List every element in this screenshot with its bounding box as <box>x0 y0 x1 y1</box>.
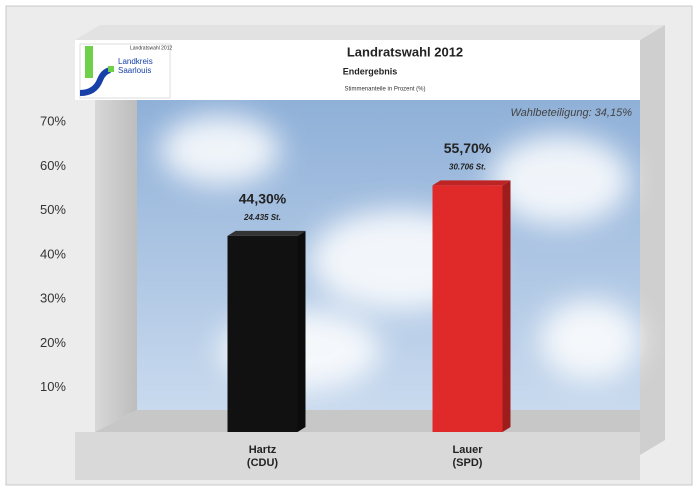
annotation: Wahlbeteiligung: 34,15% <box>511 107 633 119</box>
bar-top <box>228 231 306 236</box>
bar <box>228 236 298 432</box>
logo-text: Landratswahl 2012 <box>130 45 172 51</box>
vote-label: 24.435 St. <box>243 213 281 222</box>
logo-text: Landkreis <box>118 57 153 66</box>
axis-note: Stimmenanteile in Prozent (%) <box>344 87 425 93</box>
right-wall <box>640 25 665 455</box>
logo: Landratswahl 2012 Landkreis Saarlouis <box>80 44 172 98</box>
y-tick-label: 10% <box>40 379 66 394</box>
y-tick-label: 40% <box>40 246 66 261</box>
left-wall <box>95 100 137 432</box>
label-panel <box>75 432 640 480</box>
bar-side <box>503 180 511 432</box>
chart-title: Landratswahl 2012 <box>347 44 463 59</box>
y-tick-label: 50% <box>40 202 66 217</box>
bar-side <box>298 231 306 432</box>
floor <box>95 410 640 432</box>
chart: Landratswahl 2012 Landkreis Saarlouis La… <box>0 0 698 491</box>
page: Landratswahl 2012 Landkreis Saarlouis La… <box>0 0 698 491</box>
y-tick-label: 20% <box>40 335 66 350</box>
bar <box>433 185 503 432</box>
x-tick-label: Lauer (SPD) <box>408 444 528 470</box>
top-edge <box>75 25 665 40</box>
chart-subtitle: Endergebnis <box>343 66 398 76</box>
value-label: 44,30% <box>239 191 287 207</box>
y-tick-label: 30% <box>40 291 66 306</box>
vote-label: 30.706 St. <box>449 163 486 172</box>
bar-top <box>433 180 511 185</box>
logo-text: Saarlouis <box>118 66 151 75</box>
y-tick-label: 60% <box>40 158 66 173</box>
y-tick-label: 70% <box>40 114 66 129</box>
x-tick-label: Hartz (CDU) <box>203 444 323 470</box>
value-label: 55,70% <box>444 140 492 156</box>
